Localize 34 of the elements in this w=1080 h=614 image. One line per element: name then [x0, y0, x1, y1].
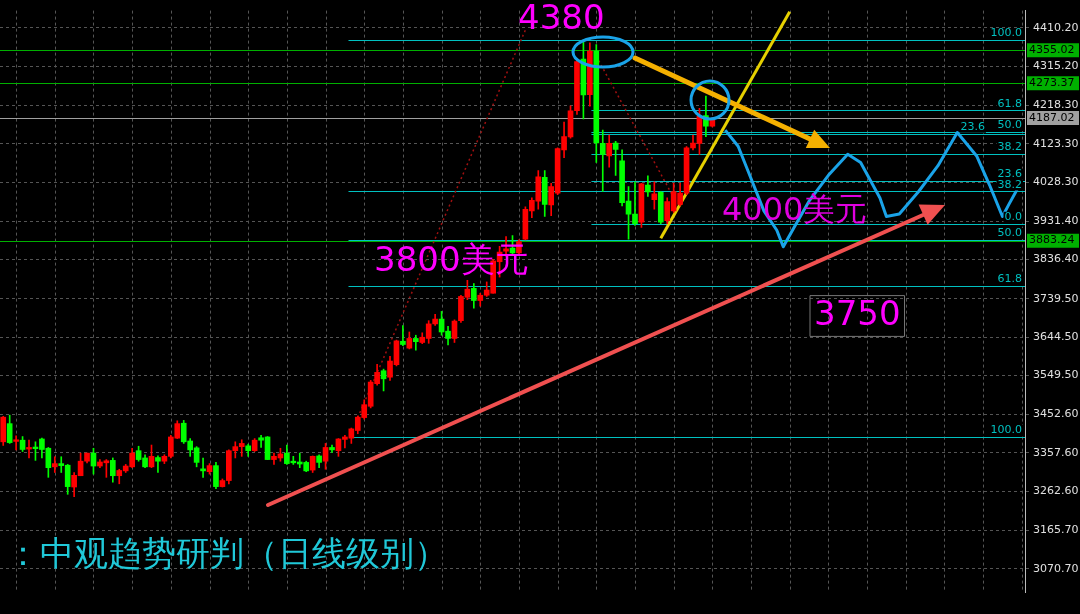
y-tick-label: 3739.50 — [1033, 291, 1079, 305]
ref-line-label: 4273.37 — [1029, 75, 1075, 89]
annotation: 4380 — [518, 0, 605, 37]
y-tick-label: 3452.60 — [1033, 407, 1079, 421]
y-tick-label: 3644.50 — [1033, 329, 1079, 343]
annotation: 61.8 — [997, 271, 1022, 285]
annotation: 38.2 — [997, 177, 1022, 191]
annotation: 50.0 — [997, 226, 1022, 240]
annotation: 0.0 — [1004, 210, 1022, 224]
y-tick-label: 4218.30 — [1033, 98, 1079, 112]
ref-line-label: 3883.24 — [1029, 233, 1075, 247]
annotation: 38.2 — [997, 139, 1022, 153]
annotation: 23.6 — [997, 166, 1022, 180]
y-tick-label: 3836.40 — [1033, 252, 1079, 266]
annotation: 23.6 — [960, 120, 985, 134]
y-tick-label: 4123.30 — [1033, 136, 1079, 150]
candlestick — [13, 435, 19, 451]
y-tick-label: 3070.70 — [1033, 561, 1079, 575]
ref-line-label: 4187.02 — [1029, 110, 1075, 124]
y-tick-label: 3357.60 — [1033, 445, 1079, 459]
annotation: 61.8 — [997, 96, 1022, 110]
ref-line-label: 4355.02 — [1029, 43, 1075, 57]
annotation: ：中观趋势研判（日线级别） — [6, 532, 448, 573]
annotation: 100.0 — [990, 26, 1022, 40]
y-tick-label: 3931.40 — [1033, 214, 1079, 228]
annotation: 50.0 — [997, 118, 1022, 132]
annotation: 100.0 — [990, 423, 1022, 437]
y-tick-label: 4410.20 — [1033, 20, 1079, 34]
y-tick-label: 4028.30 — [1033, 174, 1079, 188]
y-tick-label: 4315.20 — [1033, 59, 1079, 73]
annotation: 3750 — [814, 292, 901, 333]
y-tick-label: 3165.70 — [1033, 523, 1079, 537]
y-tick-label: 3262.60 — [1033, 484, 1079, 498]
y-tick-label: 3549.50 — [1033, 368, 1079, 382]
